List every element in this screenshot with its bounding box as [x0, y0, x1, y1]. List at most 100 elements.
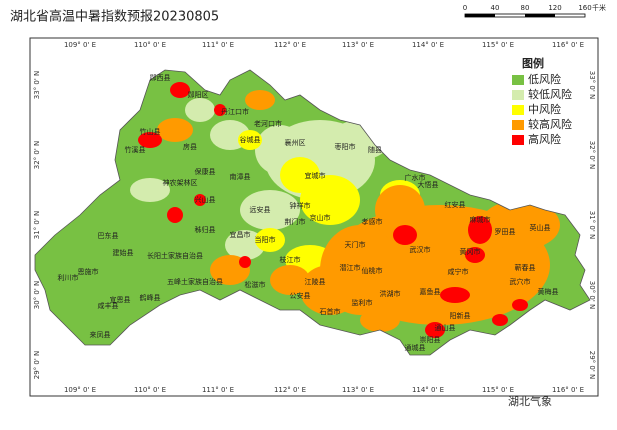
place-label: 黄冈市	[460, 247, 481, 256]
lon-label-top: 112° 0' E	[274, 41, 306, 49]
scale-label: 160	[578, 4, 591, 12]
risk-patch	[280, 157, 320, 193]
place-label: 竹溪县	[125, 145, 146, 154]
lon-label-top: 114° 0' E	[412, 41, 444, 49]
place-label: 阳新县	[450, 311, 471, 320]
place-label: 荆门市	[285, 217, 306, 226]
risk-patch	[480, 200, 560, 250]
lon-label-top: 111° 0' E	[202, 41, 234, 49]
place-label: 咸宁市	[448, 267, 469, 276]
place-label: 保康县	[195, 167, 216, 176]
place-label: 兴山县	[195, 195, 216, 204]
legend-swatch	[512, 120, 524, 130]
lat-label-right: 33° 0' N	[588, 71, 596, 99]
lon-label-bottom: 112° 0' E	[274, 386, 306, 394]
scale-label: 40	[491, 4, 500, 12]
legend-swatch	[512, 135, 524, 145]
risk-patch	[440, 287, 470, 303]
place-label: 天门市	[345, 240, 366, 249]
scale-label: 120	[548, 4, 561, 12]
lon-label-top: 115° 0' E	[482, 41, 514, 49]
risk-patch	[167, 207, 183, 223]
lat-label-right: 32° 0' N	[588, 141, 596, 169]
place-label: 鹤峰县	[140, 293, 161, 302]
place-label: 巴东县	[98, 231, 119, 240]
lat-label-left: 33° 0' N	[33, 71, 41, 99]
place-label: 崇阳县	[420, 335, 441, 344]
place-label: 英山县	[530, 223, 551, 232]
scale-label: 80	[521, 4, 530, 12]
legend-label: 较高风险	[528, 117, 572, 131]
place-label: 仙桃市	[362, 266, 383, 275]
risk-patch	[425, 322, 445, 338]
risk-patch	[360, 308, 400, 332]
place-label: 武穴市	[510, 277, 531, 286]
place-label: 当阳市	[255, 235, 276, 244]
place-label: 公安县	[290, 291, 311, 300]
place-label: 孝感市	[362, 217, 383, 226]
legend-title: 图例	[522, 56, 544, 70]
risk-patch	[194, 194, 206, 206]
legend-label: 中风险	[528, 102, 561, 116]
risk-patch	[245, 90, 275, 110]
risk-patch	[240, 190, 300, 230]
place-label: 五峰土家族自治县	[167, 277, 223, 286]
place-label: 监利市	[352, 298, 373, 307]
lat-label-left: 31° 0' N	[33, 211, 41, 239]
lat-label-right: 31° 0' N	[588, 211, 596, 239]
place-label: 谷城县	[240, 135, 261, 144]
lon-label-top: 110° 0' E	[134, 41, 166, 49]
risk-patch	[239, 256, 251, 268]
lat-label-right: 29° 0' N	[588, 351, 596, 379]
place-label: 京山市	[310, 213, 331, 222]
legend-label: 较低风险	[528, 87, 572, 101]
place-label: 通城县	[405, 343, 426, 352]
lat-label-right: 30° 0' N	[588, 281, 596, 309]
place-label: 咸丰县	[98, 301, 119, 310]
scale-bar-seg	[525, 14, 555, 17]
scale-label: 0	[463, 4, 467, 12]
risk-patch	[300, 175, 360, 225]
place-label: 红安县	[445, 200, 466, 209]
risk-patch	[130, 178, 170, 202]
place-label: 大悟县	[418, 180, 439, 189]
place-label: 房县	[183, 142, 197, 151]
place-label: 钟祥市	[290, 201, 311, 210]
risk-patch	[238, 130, 262, 150]
lon-label-bottom: 116° 0' E	[552, 386, 584, 394]
title: 湖北省高温中暑指数预报20230805	[10, 9, 219, 25]
place-label: 武汉市	[410, 245, 431, 254]
place-label: 黄梅县	[538, 287, 559, 296]
place-label: 神农架林区	[163, 178, 198, 187]
place-label: 来凤县	[90, 331, 111, 339]
place-label: 罗田县	[495, 228, 516, 236]
place-label: 建始县	[113, 248, 134, 257]
place-label: 嘉鱼县	[420, 287, 441, 296]
risk-patch	[468, 216, 492, 244]
place-label: 秭归县	[195, 225, 216, 234]
lon-label-bottom: 114° 0' E	[412, 386, 444, 394]
lat-label-left: 30° 0' N	[33, 281, 41, 309]
watermark: 湖北气象	[508, 394, 552, 408]
place-label: 丹江口市	[221, 107, 249, 116]
lat-label-left: 29° 0' N	[33, 351, 41, 379]
lon-label-top: 116° 0' E	[552, 41, 584, 49]
risk-patch	[465, 247, 485, 263]
risk-patch	[375, 185, 425, 235]
place-label: 洪湖市	[380, 289, 401, 298]
risk-patch	[157, 118, 193, 142]
place-label: 松滋市	[245, 280, 266, 289]
place-label: 竹山县	[140, 127, 161, 136]
place-label: 南漳县	[230, 172, 251, 181]
place-label: 老河口市	[254, 119, 282, 128]
place-label: 宜城市	[305, 171, 326, 180]
place-label: 石首市	[320, 307, 341, 316]
scale-unit: 千米	[592, 3, 606, 12]
place-label: 通山县	[435, 323, 456, 332]
place-label: 广水市	[405, 173, 426, 182]
risk-patch	[170, 82, 190, 98]
lon-label-bottom: 109° 0' E	[64, 386, 96, 394]
risk-patch	[270, 265, 310, 295]
place-label: 宣恩县	[110, 295, 131, 304]
